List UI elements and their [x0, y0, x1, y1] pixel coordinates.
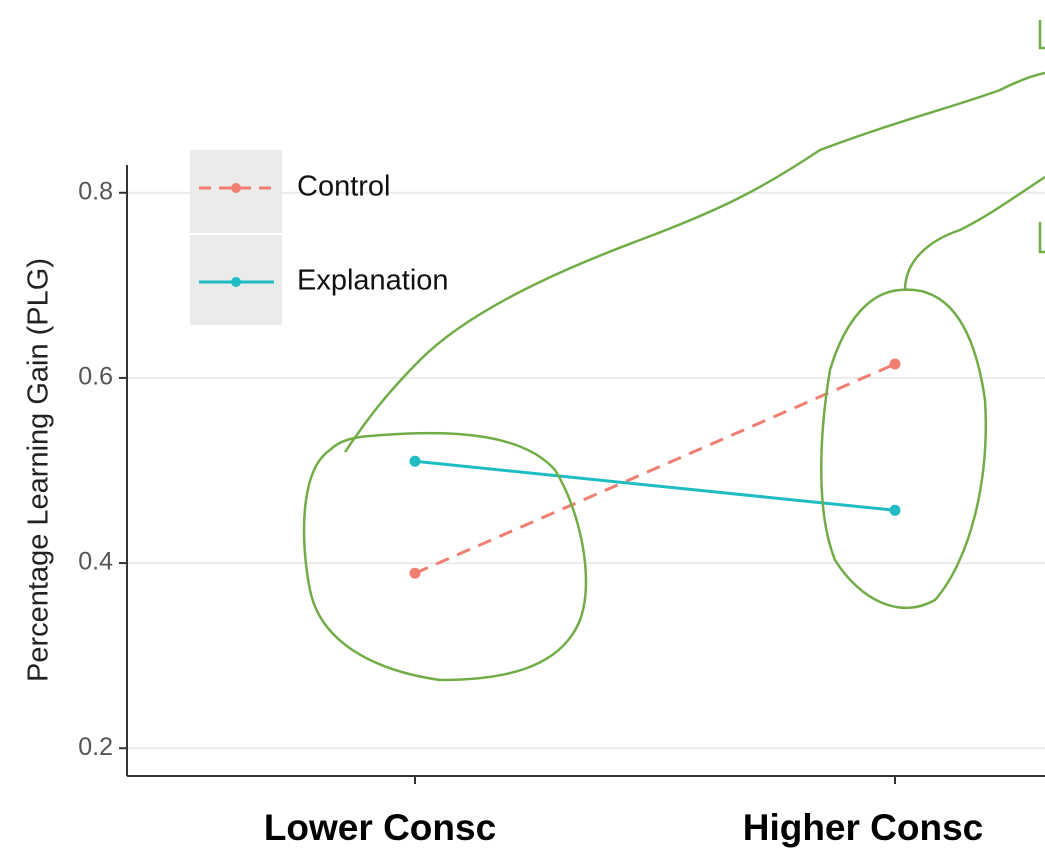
legend-key-point: [231, 183, 241, 193]
chart: Percentage Learning Gain (PLG) 0.2 0.4 0.6…: [0, 0, 1045, 854]
data-point: [410, 568, 421, 579]
legend-key-bg: [190, 150, 282, 325]
legend-label: Explanation: [297, 265, 449, 297]
legend-label: Control: [297, 171, 391, 203]
y-tick-label: 0.8: [78, 177, 113, 205]
x-tick-label: Lower Consc: [264, 807, 496, 848]
legend-key-point: [231, 277, 241, 287]
y-tick-label: 0.2: [78, 733, 113, 761]
data-point: [410, 456, 421, 467]
background: [0, 0, 1045, 854]
x-tick-label: Higher Consc: [743, 807, 984, 848]
y-axis-label: Percentage Learning Gain (PLG): [23, 258, 55, 682]
y-tick-label: 0.6: [78, 363, 113, 391]
data-point: [890, 505, 901, 516]
data-point: [890, 359, 901, 370]
y-tick-label: 0.4: [78, 548, 113, 576]
